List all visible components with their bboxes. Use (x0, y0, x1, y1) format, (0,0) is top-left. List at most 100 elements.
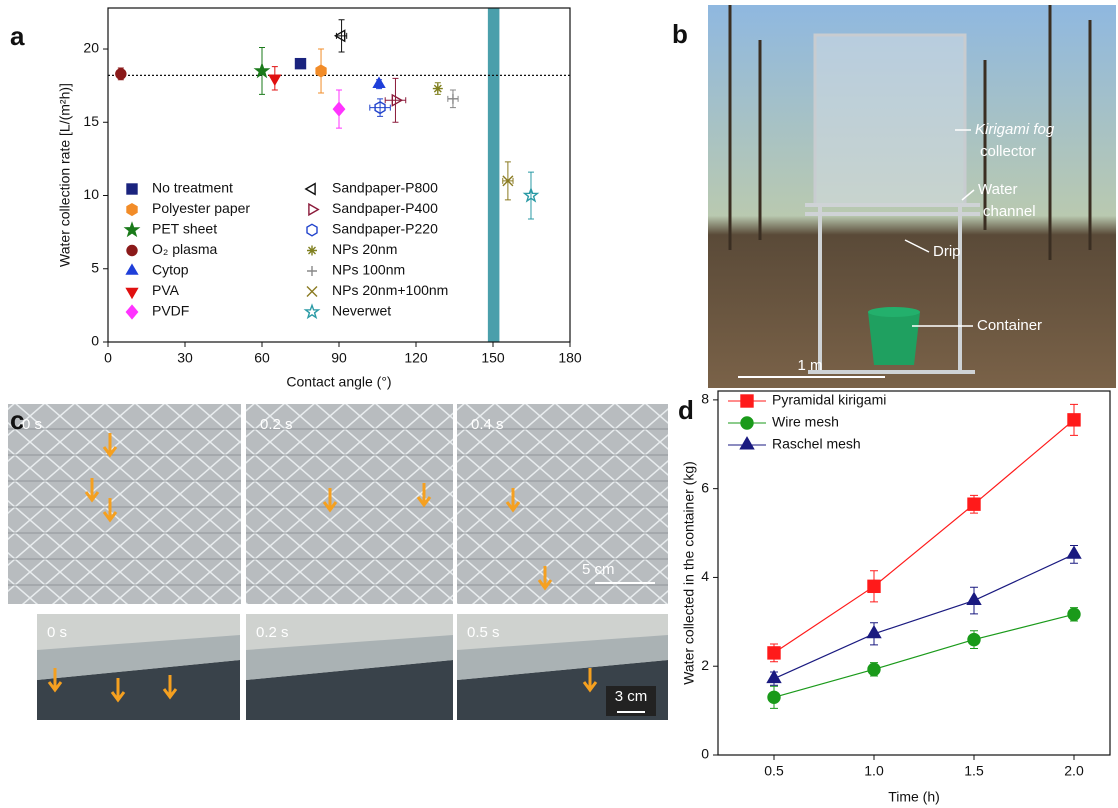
legend-marker (304, 182, 316, 196)
marker (115, 68, 127, 80)
marker (391, 93, 404, 107)
time-label: 0.2 s (260, 416, 293, 433)
legend-label: NPs 20nm (332, 241, 397, 257)
marker (374, 101, 386, 115)
legend-label: Wire mesh (772, 414, 839, 430)
x-tick-label: 60 (254, 350, 270, 366)
x-tick-label: 30 (177, 350, 193, 366)
y-tick-label: 20 (83, 40, 99, 56)
x-axis-label: Time (h) (888, 789, 940, 805)
legend-label: Neverwet (332, 303, 391, 319)
legend-label: Sandpaper-P400 (332, 200, 438, 216)
marker (268, 74, 282, 87)
x-tick-label: 180 (558, 350, 582, 366)
panel-label: a (10, 21, 25, 51)
legend-label: Sandpaper-P800 (332, 180, 438, 196)
arrow (110, 678, 126, 703)
marker (253, 62, 271, 79)
y-axis-label: Water collected in the container (kg) (681, 461, 697, 685)
legend-marker (307, 266, 317, 276)
band (487, 8, 500, 342)
arrow (416, 483, 432, 508)
x-tick-label: 150 (481, 350, 505, 366)
marker (294, 57, 307, 70)
legend-label: Cytop (152, 262, 189, 278)
time-label: 0.2 s (256, 624, 289, 641)
y-tick-label: 2 (701, 657, 709, 673)
legend-marker (126, 183, 138, 195)
x-error-bar (369, 104, 391, 111)
annotation-pointer (961, 189, 975, 201)
legend-marker (739, 436, 755, 450)
marker (502, 175, 514, 187)
arrow (84, 478, 100, 503)
legend-label: PVDF (152, 303, 189, 319)
panel-label: d (678, 395, 694, 425)
photo-annotation: Drip (933, 243, 961, 260)
marker (867, 662, 881, 677)
marker (1067, 607, 1081, 621)
marker (432, 83, 443, 94)
marker (866, 624, 882, 639)
legend-marker (126, 244, 138, 257)
time-label: 0 s (22, 416, 42, 433)
legend-label: Pyramidal kirigami (772, 392, 886, 408)
arrow (102, 433, 118, 458)
x-tick-label: 2.0 (1064, 763, 1084, 779)
time-label: 0.4 s (471, 416, 504, 433)
arrow (162, 675, 178, 700)
legend-marker (740, 394, 754, 408)
marker (332, 101, 346, 117)
panel-label: c (10, 405, 24, 435)
marker (767, 690, 781, 704)
x-tick-label: 120 (404, 350, 428, 366)
scale-label: 3 cm (615, 688, 648, 705)
series-line (773, 419, 1075, 654)
marker (1067, 413, 1081, 427)
arrow (102, 498, 118, 523)
marker (372, 76, 386, 89)
x-tick-label: 1.5 (964, 763, 984, 779)
photo-annotation: collector (980, 143, 1036, 160)
legend-marker (303, 303, 321, 320)
legend-label: O₂ plasma (152, 241, 218, 257)
marker (966, 591, 982, 605)
x-tick-label: 1.0 (864, 763, 884, 779)
y-axis-label: Water collection rate [L/(m²h)] (57, 83, 73, 267)
marker (522, 186, 540, 203)
y-tick-label: 8 (701, 391, 709, 407)
legend-label: Polyester paper (152, 200, 250, 216)
legend-marker (740, 416, 754, 430)
series-line (773, 613, 1075, 698)
legend-marker (123, 221, 141, 238)
time-label: 0.5 s (467, 624, 500, 641)
error-bar (527, 171, 534, 220)
x-tick-label: 90 (331, 350, 347, 366)
y-tick-label: 10 (83, 186, 99, 202)
photo-c (8, 404, 668, 720)
y-tick-label: 5 (91, 259, 99, 275)
photo-b (708, 5, 1116, 388)
legend-label: No treatment (152, 180, 233, 196)
x-tick-label: 0.5 (764, 763, 784, 779)
y-tick-label: 15 (83, 113, 99, 129)
marker (767, 646, 781, 660)
legend-marker (306, 286, 318, 297)
legend-marker (126, 202, 138, 217)
legend-marker (308, 202, 320, 217)
marker (766, 669, 782, 684)
photo-annotation: Kirigami fog (975, 121, 1055, 138)
marker (967, 497, 981, 511)
legend-label: PVA (152, 282, 180, 298)
scale-label: 1 m (797, 357, 822, 374)
arrow (47, 668, 63, 693)
marker (967, 632, 981, 647)
y-tick-label: 4 (701, 568, 709, 584)
legend-marker (307, 245, 317, 256)
legend-label: Sandpaper-P220 (332, 221, 438, 237)
plot-frame (717, 390, 1111, 756)
panel-label: b (672, 19, 688, 49)
y-tick-label: 0 (91, 333, 99, 349)
arrow (537, 566, 553, 591)
x-axis-label: Contact angle (°) (286, 374, 391, 390)
